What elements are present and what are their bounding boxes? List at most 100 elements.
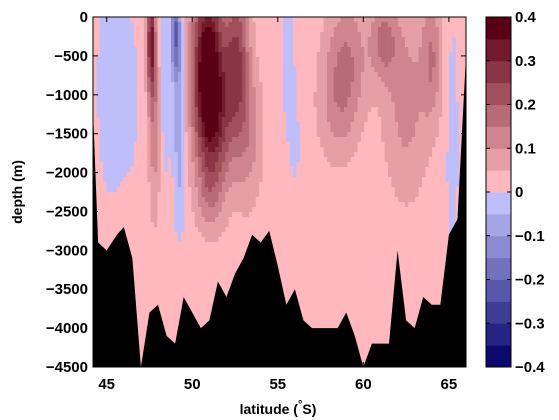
field-cell: [330, 277, 335, 283]
field-cell: [262, 187, 267, 193]
field-cell: [252, 112, 257, 118]
field-cell: [130, 157, 135, 163]
field-cell: [123, 132, 128, 138]
field-cell: [204, 122, 209, 128]
field-cell: [204, 77, 209, 83]
field-cell: [157, 57, 162, 63]
field-cell: [181, 122, 186, 128]
field-cell: [167, 192, 172, 198]
field-cell: [201, 307, 206, 313]
field-cell: [293, 62, 298, 68]
field-cell: [313, 317, 318, 323]
field-cell: [140, 212, 145, 218]
field-cell: [238, 127, 243, 133]
field-cell: [181, 62, 186, 68]
field-cell: [333, 107, 338, 113]
field-cell: [232, 42, 237, 48]
field-cell: [279, 137, 284, 143]
field-cell: [282, 232, 287, 238]
field-cell: [181, 287, 186, 293]
field-cell: [215, 47, 220, 53]
field-cell: [154, 72, 159, 78]
field-cell: [296, 237, 301, 243]
field-cell: [303, 142, 308, 148]
field-cell: [211, 127, 216, 133]
field-cell: [272, 132, 277, 138]
field-cell: [221, 67, 226, 73]
field-cell: [170, 102, 175, 108]
field-cell: [116, 167, 121, 173]
field-cell: [323, 62, 328, 68]
field-cell: [106, 27, 111, 33]
field-cell: [113, 77, 118, 83]
field-cell: [320, 57, 325, 63]
field-cell: [208, 247, 213, 253]
field-cell: [204, 212, 209, 218]
field-cell: [181, 237, 186, 243]
field-cell: [310, 212, 315, 218]
field-cell: [276, 192, 281, 198]
field-cell: [164, 62, 169, 68]
field-cell: [323, 302, 328, 308]
field-cell: [143, 87, 148, 93]
field-cell: [194, 127, 199, 133]
field-cell: [150, 22, 155, 28]
field-cell: [282, 27, 287, 33]
field-cell: [174, 42, 179, 48]
field-cell: [103, 32, 108, 38]
field-cell: [187, 107, 192, 113]
field-cell: [177, 72, 182, 78]
field-cell: [276, 152, 281, 158]
field-cell: [286, 47, 291, 53]
field-cell: [140, 102, 145, 108]
field-cell: [276, 117, 281, 123]
field-cell: [296, 37, 301, 43]
field-cell: [269, 222, 274, 228]
field-cell: [174, 267, 179, 273]
field-cell: [123, 187, 128, 193]
field-cell: [262, 177, 267, 183]
field-cell: [211, 167, 216, 173]
field-cell: [296, 62, 301, 68]
field-cell: [184, 247, 189, 253]
field-cell: [177, 22, 182, 28]
field-cell: [272, 127, 277, 133]
field-cell: [282, 107, 287, 113]
field-cell: [143, 92, 148, 98]
field-cell: [154, 277, 159, 283]
field-cell: [194, 162, 199, 168]
field-cell: [154, 57, 159, 63]
field-cell: [265, 57, 270, 63]
field-cell: [130, 127, 135, 133]
field-cell: [330, 302, 335, 308]
field-cell: [150, 242, 155, 248]
field-cell: [113, 202, 118, 208]
field-cell: [299, 182, 304, 188]
field-cell: [177, 162, 182, 168]
field-cell: [201, 72, 206, 78]
field-cell: [310, 147, 315, 153]
field-cell: [235, 72, 240, 78]
field-cell: [299, 147, 304, 153]
field-cell: [299, 67, 304, 73]
field-cell: [130, 152, 135, 158]
field-cell: [218, 272, 223, 278]
field-cell: [208, 272, 213, 278]
field-cell: [228, 152, 233, 158]
field-cell: [177, 107, 182, 113]
field-cell: [235, 152, 240, 158]
field-cell: [208, 217, 213, 223]
field-cell: [167, 112, 172, 118]
field-cell: [93, 62, 97, 68]
field-cell: [265, 217, 270, 223]
field-cell: [147, 157, 152, 163]
field-cell: [174, 207, 179, 213]
field-cell: [228, 52, 233, 58]
field-cell: [316, 322, 321, 328]
field-cell: [103, 17, 108, 23]
field-cell: [316, 202, 321, 208]
field-cell: [147, 267, 152, 273]
field-cell: [113, 67, 118, 73]
field-cell: [164, 192, 169, 198]
field-cell: [310, 227, 315, 233]
